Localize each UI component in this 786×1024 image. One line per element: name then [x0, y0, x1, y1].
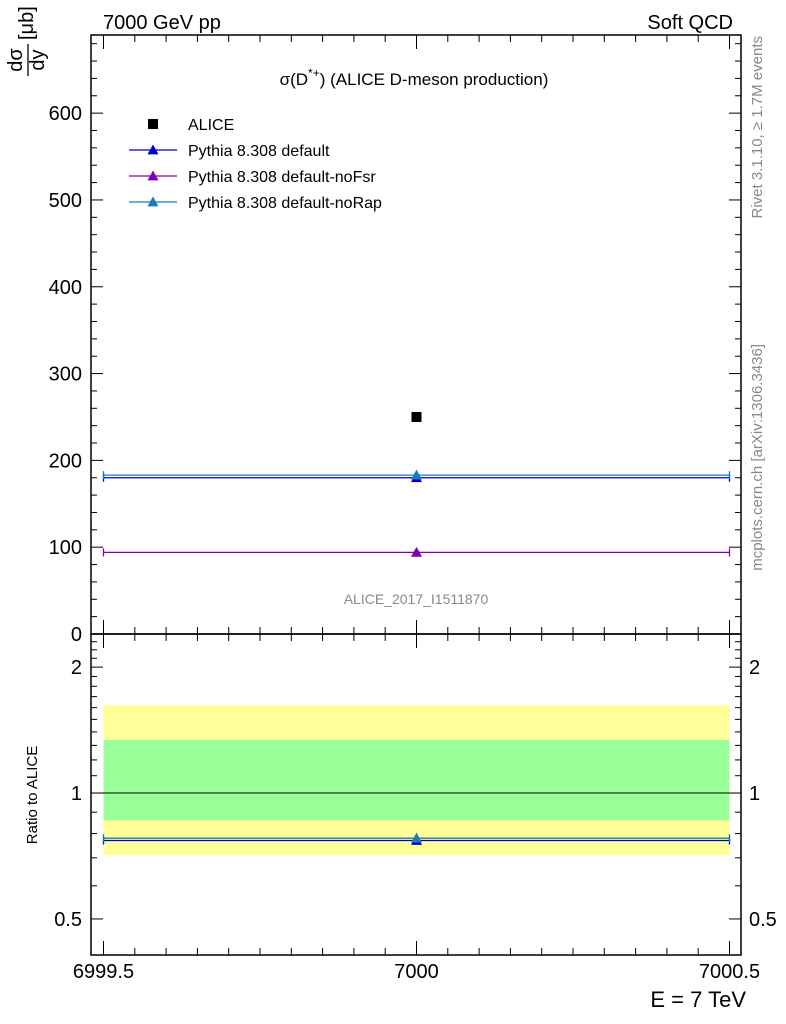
- main-y-axis-label: dσ dy [μb]: [5, 6, 49, 76]
- header-right-label: Soft QCD: [647, 12, 733, 34]
- analysis-watermark: ALICE_2017_I1511870: [344, 591, 489, 607]
- main-y-tick-label: 600: [49, 103, 82, 125]
- header-left-label: 7000 GeV pp: [103, 12, 221, 34]
- data-point-triangle: [411, 469, 422, 480]
- data-point-square: [411, 411, 422, 422]
- legend-marker-triangle: [147, 170, 159, 181]
- main-y-tick-label: 0: [71, 624, 82, 646]
- ratio-y-tick-label: 0.5: [54, 909, 82, 931]
- legend-label: ALICE: [188, 117, 234, 134]
- ratio-y-tick-label: 1: [71, 783, 82, 805]
- ylabel-unit: [μb]: [16, 6, 38, 40]
- main-y-tick-label: 300: [49, 364, 82, 386]
- x-axis-label: E = 7 TeV: [650, 987, 746, 1012]
- x-tick-label: 7000.5: [699, 961, 760, 983]
- legend: ALICE Pythia 8.308 default Pythia 8.308 de…: [129, 117, 382, 212]
- legend-marker-square: [148, 119, 158, 129]
- main-data-marks: [102, 411, 731, 557]
- x-tick-label: 7000: [394, 961, 439, 983]
- legend-marker-triangle: [147, 196, 159, 207]
- ylabel-denominator: dy: [27, 49, 49, 70]
- ratio-data-marks: [102, 832, 731, 845]
- legend-label: Pythia 8.308 default: [188, 143, 330, 160]
- main-y-tick-label: 100: [49, 537, 82, 559]
- ylabel-numerator: dσ: [5, 48, 27, 72]
- ratio-y-axis-label: Ratio to ALICE: [24, 746, 41, 844]
- ratio-y-tick-label-right: 1: [749, 783, 760, 805]
- title-suffix: ) (ALICE D-meson production): [320, 70, 549, 89]
- main-y-tick-label: 400: [49, 277, 82, 299]
- main-y-tick-label: 200: [49, 450, 82, 472]
- main-chart-title: σ(D*+) (ALICE D-meson production): [280, 66, 549, 89]
- ratio-y-tick-label-right: 0.5: [749, 909, 777, 931]
- title-prefix: σ(D: [280, 70, 308, 89]
- ratio-bands: [103, 705, 730, 856]
- ratio-y-tick-label-right: 2: [749, 657, 760, 679]
- data-point-triangle: [411, 546, 422, 557]
- legend-marker-triangle: [147, 144, 159, 155]
- ratio-panel: 0.5 0.5 1 1 2 2 6999.5 7000 7000.5: [54, 633, 777, 983]
- title-superscript: *+: [308, 66, 320, 80]
- rivet-version-label: Rivet 3.1.10, ≥ 1.7M events: [749, 36, 766, 219]
- legend-label: Pythia 8.308 default-noRap: [188, 195, 382, 212]
- x-tick-label: 6999.5: [73, 961, 134, 983]
- main-y-tick-label: 500: [49, 190, 82, 212]
- legend-label: Pythia 8.308 default-noFsr: [188, 169, 376, 186]
- ratio-y-tick-label: 2: [71, 657, 82, 679]
- ratio-band-inner: [103, 739, 730, 821]
- mcplots-label: mcplots.cern.ch [arXiv:1306.3436]: [749, 344, 766, 571]
- ratio-data-point: [411, 832, 422, 843]
